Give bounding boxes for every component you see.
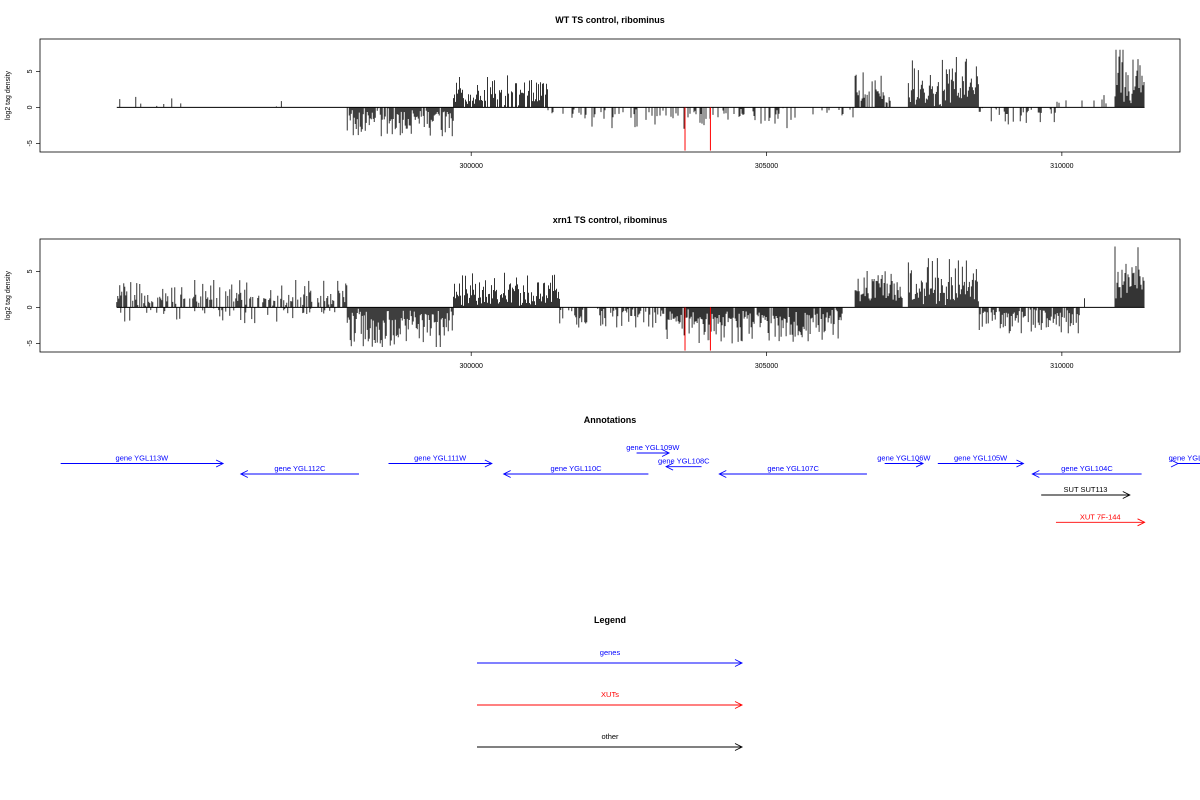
feature-label: gene YGL109W xyxy=(626,443,680,452)
feature-label: gene YGL111W xyxy=(414,454,467,463)
x-tick-label: 310000 xyxy=(1050,363,1073,370)
track-title: WT TS control, ribominus xyxy=(555,15,665,25)
x-tick-label: 310000 xyxy=(1050,163,1073,170)
feature-label: gene YGL113W xyxy=(116,454,170,463)
y-tick-label: 0 xyxy=(27,105,34,109)
x-tick-label: 305000 xyxy=(755,363,778,370)
feature-arrow xyxy=(239,470,359,478)
plot-frame xyxy=(39,238,1181,353)
y-tick-label: -5 xyxy=(27,140,34,146)
annotations-panel: Annotations gene YGL113W gene YGL112C gene … xyxy=(60,415,1200,527)
feature-label: gene YGL108C xyxy=(658,457,710,466)
track-panel-wt: WT TS control, ribominus log2 tag density… xyxy=(5,15,1181,170)
y-tick-label: 5 xyxy=(27,269,34,273)
legend-item-label: genes xyxy=(600,648,621,657)
feature-arrow xyxy=(718,470,867,478)
feature-label: gene YGL106W xyxy=(877,454,931,463)
feature-arrow xyxy=(937,459,1025,468)
feature-arrow xyxy=(60,459,225,468)
track-title: xrn1 TS control, ribominus xyxy=(553,215,668,225)
signal-bars xyxy=(119,49,1145,137)
x-tick-label: 305000 xyxy=(755,163,778,170)
y-axis-label: log2 tag density xyxy=(5,270,12,320)
feature-label: gene YGL112C xyxy=(274,464,326,473)
feature-label: XUT 7F-144 xyxy=(1080,512,1121,521)
feature-arrow xyxy=(1041,491,1131,499)
annotations-title: Annotations xyxy=(584,415,637,425)
feature-arrow xyxy=(1170,459,1200,468)
y-tick-label: 0 xyxy=(27,305,34,309)
feature-label: SUT SUT113 xyxy=(1064,485,1108,494)
feature-arrow xyxy=(636,449,671,457)
y-tick-label: 5 xyxy=(27,69,34,73)
feature-label: gene YGL110C xyxy=(551,464,603,473)
feature-arrow xyxy=(1055,518,1146,527)
feature-arrow xyxy=(665,462,702,471)
legend-item-label: other xyxy=(601,732,619,741)
feature-label: gene YGL105W xyxy=(954,454,1008,463)
legend-item-arrow xyxy=(477,659,744,667)
x-tick-label: 300000 xyxy=(460,363,483,370)
feature-label: gene YGL103W xyxy=(1169,454,1200,463)
legend-item-arrow xyxy=(477,701,744,709)
signal-bars xyxy=(116,246,1145,347)
legend-item-arrow xyxy=(477,743,744,751)
y-tick-label: -5 xyxy=(27,340,34,346)
feature-arrow xyxy=(1031,470,1142,478)
feature-arrow xyxy=(884,459,925,468)
legend-item-label: XUTs xyxy=(601,690,619,699)
y-axis-label: log2 tag density xyxy=(5,70,12,120)
legend-title: Legend xyxy=(594,615,626,625)
feature-arrow xyxy=(502,470,649,478)
legend-panel: Legend genes XUTs other xyxy=(477,615,744,751)
plot-frame xyxy=(39,38,1181,153)
track-panel-xrn1: xrn1 TS control, ribominus log2 tag densi… xyxy=(5,215,1181,370)
feature-label: gene YGL104C xyxy=(1061,464,1113,473)
x-tick-label: 300000 xyxy=(460,163,483,170)
feature-label: gene YGL107C xyxy=(767,464,819,473)
feature-arrow xyxy=(388,459,493,468)
